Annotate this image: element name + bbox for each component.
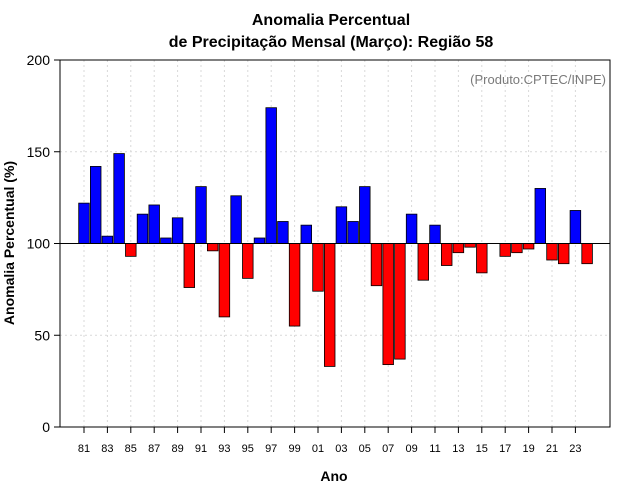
bar-22 bbox=[558, 243, 570, 265]
bar-92 bbox=[206, 243, 219, 252]
bar-07 bbox=[382, 243, 394, 366]
bar-81 bbox=[78, 202, 90, 244]
x-tick-label: 19 bbox=[522, 443, 534, 455]
bar-91 bbox=[195, 186, 207, 244]
bar-95 bbox=[242, 243, 254, 279]
bar-18 bbox=[511, 243, 523, 254]
bar-09 bbox=[405, 213, 418, 244]
y-tick-label: 100 bbox=[27, 236, 51, 252]
x-tick-label: 85 bbox=[125, 443, 137, 455]
x-tick-label: 81 bbox=[78, 443, 90, 455]
x-tick-label: 91 bbox=[195, 443, 207, 455]
x-axis-title: Ano bbox=[320, 468, 347, 484]
chart-title-line-1: Anomalia Percentual bbox=[252, 12, 410, 29]
bar-02 bbox=[323, 243, 336, 367]
bar-15 bbox=[476, 243, 488, 274]
x-tick-label: 83 bbox=[101, 443, 113, 455]
y-axis-title: Anomalia Percentual (%) bbox=[1, 161, 17, 325]
bar-89 bbox=[171, 217, 184, 244]
bar-03 bbox=[335, 206, 348, 244]
bar-08 bbox=[394, 243, 406, 360]
x-tick-label: 87 bbox=[148, 443, 160, 455]
bar-23 bbox=[569, 210, 582, 244]
bar-19 bbox=[522, 243, 535, 250]
grid-lines bbox=[60, 60, 610, 427]
bar-88 bbox=[160, 237, 172, 244]
x-tick-label: 95 bbox=[242, 443, 254, 455]
bar-13 bbox=[452, 243, 465, 254]
x-tick-label: 93 bbox=[218, 443, 230, 455]
bar-86 bbox=[136, 213, 149, 244]
bar-17 bbox=[499, 243, 511, 257]
bar-96 bbox=[253, 237, 266, 244]
y-tick-label: 150 bbox=[27, 144, 51, 160]
y-axis: 0 50 100 150 200 bbox=[27, 52, 60, 435]
bars bbox=[78, 107, 593, 367]
x-tick-label: 03 bbox=[335, 443, 347, 455]
x-tick-label: 15 bbox=[476, 443, 488, 455]
chart-title-line-2: de Precipitação Mensal (Março): Região 5… bbox=[169, 34, 494, 51]
bar-90 bbox=[183, 243, 196, 288]
x-axis: 81 83 85 87 89 91 93 95 97 99 01 03 05 07 09 11 13 15 17 19… bbox=[78, 427, 582, 455]
y-tick-label: 0 bbox=[42, 419, 50, 435]
bar-04 bbox=[347, 221, 359, 244]
bar-93 bbox=[218, 243, 231, 318]
y-tick-label: 50 bbox=[34, 327, 50, 343]
bar-94 bbox=[230, 195, 242, 244]
x-tick-label: 05 bbox=[359, 443, 371, 455]
x-tick-label: 17 bbox=[499, 443, 511, 455]
bar-06 bbox=[370, 243, 383, 287]
x-tick-label: 23 bbox=[569, 443, 581, 455]
x-tick-label: 01 bbox=[312, 443, 324, 455]
bar-98 bbox=[277, 221, 289, 244]
bar-24 bbox=[581, 243, 593, 265]
bar-97 bbox=[265, 107, 277, 244]
bar-11 bbox=[429, 224, 441, 244]
x-tick-label: 89 bbox=[171, 443, 183, 455]
bar-05 bbox=[359, 186, 371, 244]
bar-20 bbox=[534, 188, 547, 244]
bar-87 bbox=[148, 204, 160, 244]
bar-00 bbox=[300, 224, 313, 244]
bar-01 bbox=[312, 243, 324, 292]
bar-82 bbox=[90, 166, 102, 244]
y-tick-label: 200 bbox=[27, 52, 51, 68]
bar-21 bbox=[546, 243, 558, 261]
x-tick-label: 21 bbox=[546, 443, 558, 455]
x-tick-label: 97 bbox=[265, 443, 277, 455]
bar-14 bbox=[464, 243, 476, 248]
x-tick-label: 11 bbox=[429, 443, 440, 455]
x-tick-label: 09 bbox=[405, 443, 417, 455]
bar-84 bbox=[113, 153, 125, 244]
bar-85 bbox=[125, 243, 137, 257]
bar-99 bbox=[288, 243, 301, 327]
x-tick-label: 99 bbox=[288, 443, 300, 455]
x-tick-label: 07 bbox=[382, 443, 394, 455]
bar-12 bbox=[440, 243, 453, 266]
bar-83 bbox=[101, 235, 114, 244]
x-tick-label: 13 bbox=[452, 443, 464, 455]
credit-label: (Produto:CPTEC/INPE) bbox=[470, 72, 606, 87]
bar-10 bbox=[417, 243, 430, 281]
